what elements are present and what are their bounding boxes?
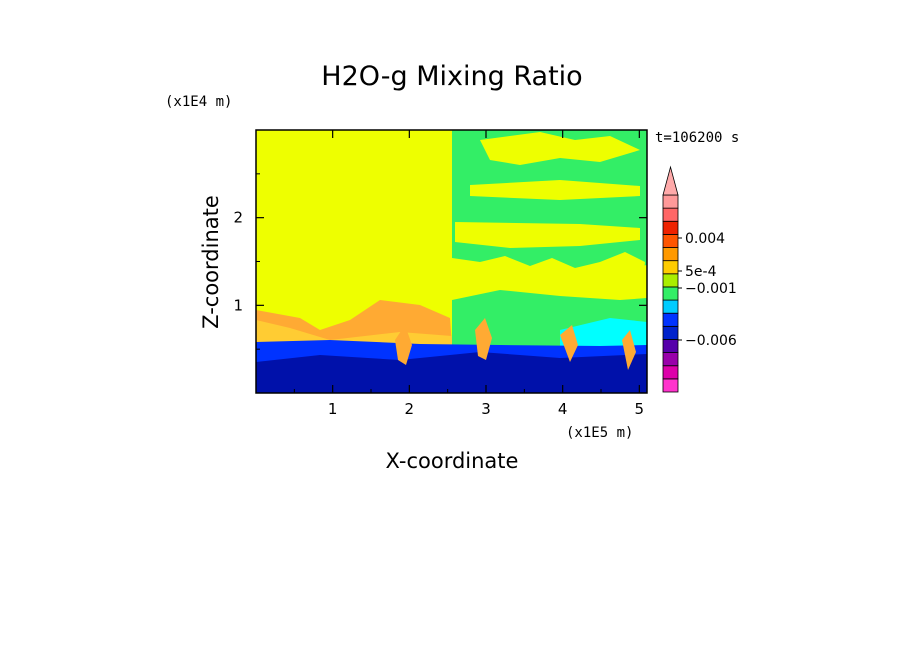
field-orange-plume-4 bbox=[622, 330, 636, 370]
field-navy-low bbox=[256, 352, 647, 393]
colorbar-swatch bbox=[662, 260, 679, 275]
x-tick-label: 2 bbox=[405, 400, 415, 418]
colorbar-extend-arrow bbox=[662, 165, 679, 196]
x-tick-label: 3 bbox=[481, 400, 491, 418]
y-tick-label: 1 bbox=[233, 296, 243, 314]
colorbar-swatch bbox=[662, 325, 679, 340]
field-yellow-band-mid bbox=[470, 180, 640, 200]
x-tick-label: 1 bbox=[328, 400, 338, 418]
colorbar-swatch bbox=[662, 233, 679, 248]
field-yellow-band-top bbox=[480, 132, 640, 165]
x-axis-label: X-coordinate bbox=[386, 449, 519, 473]
x-tick-label: 5 bbox=[635, 400, 645, 418]
colorbar-label: −0.001 bbox=[685, 281, 737, 297]
colorbar-swatch bbox=[662, 339, 679, 354]
colorbar-label: 5e-4 bbox=[685, 264, 717, 280]
mixing-ratio-field bbox=[256, 130, 647, 393]
colorbar-swatch bbox=[662, 207, 679, 222]
colorbar-swatch bbox=[662, 247, 679, 262]
y-scale-label: (x1E4 m) bbox=[165, 94, 232, 110]
field-orange-plume-2 bbox=[475, 318, 492, 360]
colorbar-swatch bbox=[662, 312, 679, 327]
colorbar-swatch bbox=[662, 194, 679, 209]
field-orange-plume-3 bbox=[560, 325, 578, 362]
y-tick-label: 2 bbox=[233, 209, 243, 227]
x-scale-label: (x1E5 m) bbox=[566, 425, 633, 441]
field-orange-plume-1 bbox=[395, 325, 412, 365]
colorbar-swatch bbox=[662, 286, 679, 301]
y-axis: 12 bbox=[233, 173, 647, 350]
field-yellow-band-low bbox=[455, 222, 640, 248]
colorbar-swatch bbox=[662, 352, 679, 367]
x-tick-label: 4 bbox=[558, 400, 568, 418]
colorbar-label: −0.006 bbox=[685, 333, 737, 349]
colorbar-swatch bbox=[662, 220, 679, 235]
chart-title: H2O-g Mixing Ratio bbox=[321, 61, 582, 92]
x-axis: 1 2 3 4 5 bbox=[293, 130, 645, 418]
colorbar: 0.004 5e-4−0.001 −0.006 bbox=[662, 165, 737, 393]
colorbar-swatch bbox=[662, 365, 679, 380]
colorbar-label: 0.004 bbox=[685, 231, 725, 247]
colorbar-swatch bbox=[662, 378, 679, 393]
time-label: t=106200 s bbox=[655, 130, 739, 146]
colorbar-swatch bbox=[662, 299, 679, 314]
y-axis-label: Z-coordinate bbox=[199, 195, 223, 329]
colorbar-swatch bbox=[662, 273, 679, 288]
